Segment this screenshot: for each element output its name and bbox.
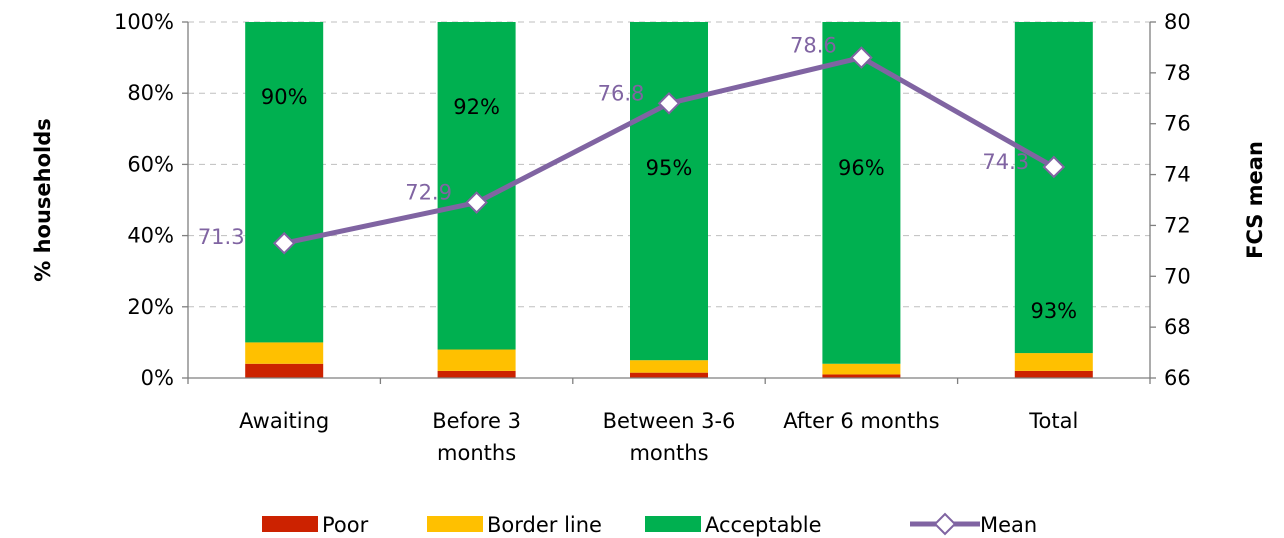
legend-swatch-acceptable <box>645 516 701 532</box>
x-category-label: Between 3-6 months <box>603 409 736 465</box>
acceptable-data-label: 96% <box>838 156 885 180</box>
y-right-axis-title: FCS mean <box>1243 141 1267 259</box>
mean-line-layer: 71.3 72.9 76.8 78.6 74.3 <box>198 34 1066 255</box>
axes: 0% 20% 40% 60% 80% 100% 66 68 70 72 74 76 78 80 <box>114 10 1191 390</box>
mean-data-label: 71.3 <box>198 225 245 249</box>
bars <box>245 22 1093 378</box>
bar-border-line-before-3-months <box>437 349 516 371</box>
category-labels: Awaiting Before 3 months Between 3-6 months A… <box>239 409 1078 465</box>
legend-item-border-line: Border line <box>427 513 602 537</box>
y-left-tick-label: 0% <box>141 366 174 390</box>
y-right-tick-label: 74 <box>1164 163 1191 187</box>
bar-border-line-after-6-months <box>822 363 901 375</box>
legend-swatch-marker-mean <box>933 512 957 536</box>
acceptable-data-label: 93% <box>1030 299 1077 323</box>
legend-label-mean: Mean <box>980 513 1037 537</box>
bar-poor-between-3-6-months <box>630 372 708 378</box>
mean-data-label: 76.8 <box>598 81 645 105</box>
bar-poor-after-6-months <box>822 374 901 378</box>
y-left-tick-label: 80% <box>127 81 174 105</box>
bar-border-line-between-3-6-months <box>630 360 708 373</box>
y-left-tick-label: 40% <box>127 224 174 248</box>
acceptable-data-labels: 90% 92% 95% 96% 93% <box>261 85 1077 323</box>
mean-data-label: 78.6 <box>790 34 837 58</box>
bar-acceptable-after-6-months <box>822 22 901 364</box>
y-right-tick-label: 72 <box>1164 213 1191 237</box>
legend-label-acceptable: Acceptable <box>705 513 822 537</box>
mean-point-marker <box>657 92 681 115</box>
y-left-tick-label: 100% <box>114 10 174 34</box>
legend: Poor Border line Acceptable Mean <box>262 512 1037 537</box>
x-category-label: Before 3 months <box>432 409 521 465</box>
mean-point-marker <box>465 191 488 214</box>
y-right-tick-label: 70 <box>1164 264 1191 288</box>
bar-poor-total <box>1014 370 1093 378</box>
x-category-label: Awaiting <box>239 409 329 433</box>
mean-point-marker <box>1042 155 1066 179</box>
legend-item-poor: Poor <box>262 513 369 537</box>
legend-label-border-line: Border line <box>487 513 602 537</box>
acceptable-data-label: 95% <box>646 156 693 180</box>
acceptable-data-label: 90% <box>261 85 308 109</box>
y-left-tick-label: 20% <box>127 295 174 319</box>
bar-border-line-awaiting <box>245 342 324 364</box>
bar-poor-before-3-months <box>437 370 516 378</box>
legend-swatch-poor <box>262 516 318 532</box>
legend-swatch-border-line <box>427 516 483 532</box>
bar-poor-awaiting <box>245 363 324 378</box>
legend-item-acceptable: Acceptable <box>645 513 822 537</box>
legend-label-poor: Poor <box>322 513 369 537</box>
y-left-tick-label: 60% <box>127 152 174 176</box>
y-right-tick-label: 78 <box>1164 61 1191 85</box>
bar-acceptable-before-3-months <box>437 22 516 350</box>
mean-data-label: 74.3 <box>982 150 1029 174</box>
mean-data-label: 72.9 <box>405 181 452 205</box>
legend-item-mean: Mean <box>910 512 1037 537</box>
bar-acceptable-total <box>1014 22 1093 354</box>
y-right-tick-label: 80 <box>1164 10 1191 34</box>
x-category-label: After 6 months <box>783 409 939 433</box>
y-right-tick-label: 76 <box>1164 112 1191 136</box>
x-category-label: Total <box>1028 409 1078 433</box>
bar-acceptable-between-3-6-months <box>630 22 708 361</box>
mean-point-marker <box>272 231 296 255</box>
y-left-axis-title: % households <box>31 118 55 282</box>
bar-border-line-total <box>1014 353 1093 371</box>
bar-acceptable-awaiting <box>245 22 324 343</box>
y-right-tick-label: 68 <box>1164 315 1191 339</box>
y-right-tick-label: 66 <box>1164 366 1191 390</box>
acceptable-data-label: 92% <box>453 95 500 119</box>
mean-point-marker <box>850 46 873 69</box>
